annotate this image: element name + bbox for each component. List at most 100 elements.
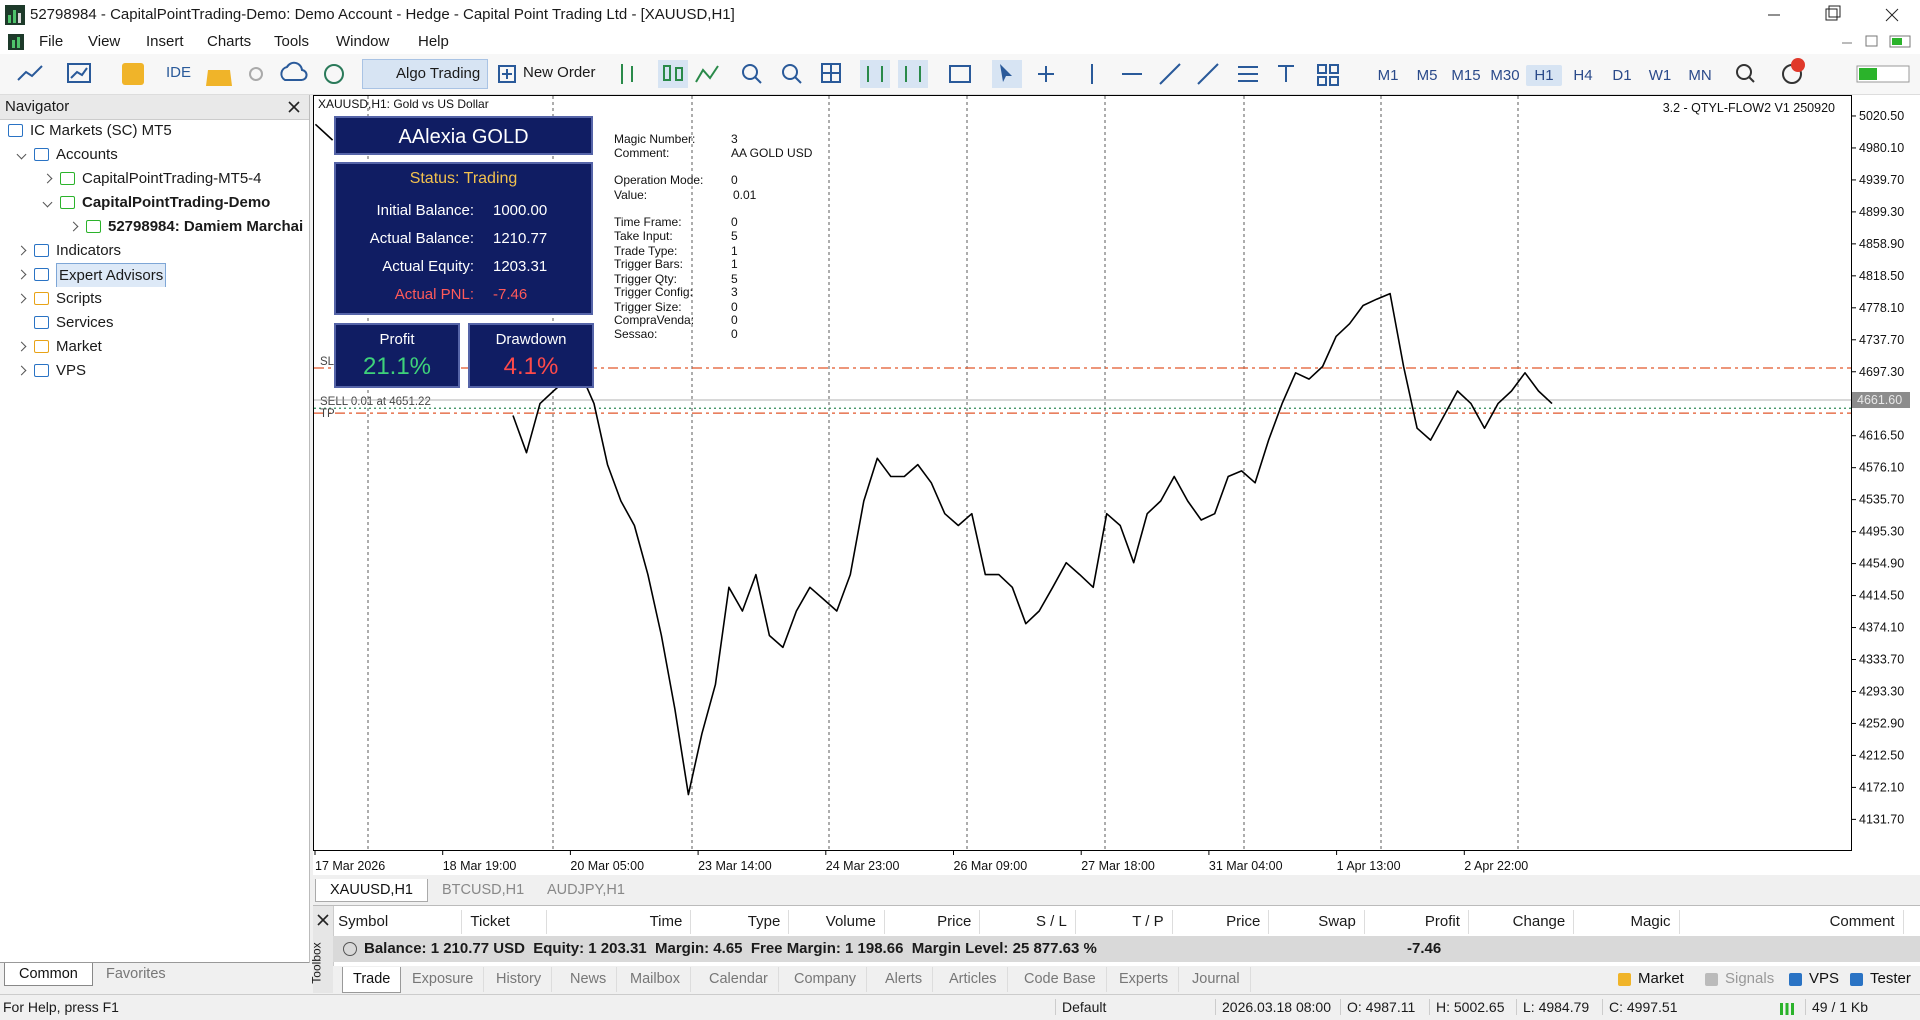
- chart-tab[interactable]: BTCUSD,H1: [442, 882, 525, 898]
- ea-row-label: Actual Balance:: [369, 230, 474, 247]
- ea-info-value: 0.01: [733, 188, 757, 202]
- status-close: C: 4997.51: [1602, 999, 1678, 1015]
- menu-window-controls[interactable]: [1836, 33, 1916, 51]
- column-header[interactable]: T / P: [1076, 910, 1173, 934]
- column-header[interactable]: Ticket: [462, 910, 547, 934]
- toolbox-tab-icon: [1850, 973, 1863, 986]
- tree-item[interactable]: Services: [0, 311, 309, 335]
- menu-item[interactable]: Insert: [146, 33, 184, 50]
- tree-icon: [34, 340, 49, 353]
- new-order-button[interactable]: New Order: [523, 64, 596, 81]
- toolbox-tab[interactable]: Journal: [1182, 967, 1251, 992]
- y-tick-label: 4495.30: [1859, 525, 1904, 539]
- y-tick-label: 5020.50: [1859, 109, 1904, 123]
- toolbox-side-tab[interactable]: Market: [1638, 970, 1684, 987]
- tree-icon: [60, 196, 75, 209]
- tree-item[interactable]: Scripts: [0, 287, 309, 311]
- chart-tab[interactable]: AUDJPY,H1: [547, 882, 625, 898]
- ea-info-value: 0: [731, 173, 738, 187]
- timeframe-button[interactable]: M1: [1377, 67, 1399, 84]
- menu-item[interactable]: File: [39, 33, 64, 50]
- ide-button[interactable]: IDE: [166, 64, 192, 81]
- toolbox-tab[interactable]: Code Base: [1014, 967, 1107, 992]
- tree-item[interactable]: 52798984: Damiem Marchai: [0, 215, 309, 239]
- tree-label: VPS: [56, 362, 87, 379]
- x-tick-label: 26 Mar 09:00: [954, 859, 1028, 873]
- tree-item[interactable]: Accounts: [0, 143, 309, 167]
- tree-item[interactable]: IC Markets (SC) MT5: [0, 119, 309, 143]
- ea-row-value: 1203.31: [493, 258, 548, 275]
- column-header[interactable]: Volume: [789, 910, 885, 934]
- toolbox-tab[interactable]: Trade: [342, 967, 402, 993]
- toolbox-tab[interactable]: News: [560, 967, 618, 992]
- timeframe-button[interactable]: H1: [1526, 65, 1562, 86]
- timeframe-button[interactable]: M15: [1451, 67, 1481, 84]
- column-header[interactable]: Price: [885, 910, 981, 934]
- column-header[interactable]: Magic: [1574, 910, 1680, 934]
- tree-item[interactable]: CapitalPointTrading-Demo: [0, 191, 309, 215]
- toolbox-tab[interactable]: Mailbox: [620, 967, 691, 992]
- current-price-label: 4661.60: [1857, 393, 1902, 407]
- ea-info-key: Sessao:: [614, 327, 658, 341]
- timeframe-button[interactable]: M30: [1490, 67, 1520, 84]
- y-tick-label: 4252.90: [1859, 716, 1904, 730]
- window-controls[interactable]: [1740, 0, 1920, 29]
- toolbox-tab[interactable]: Exposure: [402, 967, 485, 992]
- tree-expander: [16, 293, 27, 304]
- column-header[interactable]: S / L: [980, 910, 1076, 934]
- tree-icon: [34, 268, 49, 281]
- column-header[interactable]: Profit: [1365, 910, 1469, 934]
- column-header[interactable]: Change: [1469, 910, 1575, 934]
- toolbox-side-tab[interactable]: VPS: [1809, 970, 1840, 987]
- toolbox-tab[interactable]: Calendar: [699, 967, 779, 992]
- y-tick-label: 4212.50: [1859, 748, 1904, 762]
- toolbox-tab[interactable]: Experts: [1109, 967, 1180, 992]
- tree-item[interactable]: VPS: [0, 359, 309, 383]
- chart-tab[interactable]: XAUUSD,H1: [315, 879, 428, 902]
- close-navigator[interactable]: [288, 101, 300, 113]
- tree-expander: [16, 269, 27, 280]
- column-header[interactable]: Price: [1173, 910, 1270, 934]
- navigator-tab[interactable]: Common: [4, 963, 93, 986]
- status-bar: For Help, press F1 Default 2026.03.18 08:0…: [0, 994, 1920, 1020]
- toolbox-tab[interactable]: History: [486, 967, 553, 992]
- column-header[interactable]: Type: [691, 910, 790, 934]
- menu-item[interactable]: View: [88, 33, 121, 50]
- timeframe-button[interactable]: H4: [1573, 67, 1593, 84]
- chart-tabs: XAUUSD,H1 BTCUSD,H1 AUDJPY,H1: [313, 876, 1920, 903]
- tree-item[interactable]: Market: [0, 335, 309, 359]
- column-header[interactable]: Swap: [1269, 910, 1365, 934]
- tree-item[interactable]: CapitalPointTrading-MT5-4: [0, 167, 309, 191]
- x-tick-label: 1 Apr 13:00: [1337, 859, 1401, 873]
- column-header[interactable]: Time: [547, 910, 692, 934]
- menu-item[interactable]: Help: [418, 33, 449, 50]
- navigator-tab[interactable]: Favorites: [106, 966, 166, 982]
- toolbox-side-tab[interactable]: Tester: [1870, 970, 1911, 987]
- timeframe-button[interactable]: M5: [1416, 67, 1438, 84]
- ea-row-value: 1210.77: [493, 230, 548, 247]
- ea-info-value: 1: [731, 244, 738, 258]
- ea-row-value: 1000.00: [493, 202, 548, 219]
- timeframe-button[interactable]: MN: [1688, 67, 1712, 84]
- timeframe-button[interactable]: W1: [1648, 67, 1672, 84]
- y-tick-label: 4697.30: [1859, 365, 1904, 379]
- column-header[interactable]: Symbol: [330, 910, 463, 934]
- timeframe-button[interactable]: D1: [1612, 67, 1632, 84]
- toolbox-tab[interactable]: Alerts: [875, 967, 934, 992]
- ea-drawdown-box: Drawdown 4.1%: [468, 323, 594, 388]
- toolbox-side-tab[interactable]: Signals: [1725, 970, 1775, 987]
- menu-icon: [8, 34, 24, 50]
- close-toolbox[interactable]: [317, 914, 329, 926]
- menu-item[interactable]: Tools: [274, 33, 310, 50]
- summary-collapse[interactable]: [343, 942, 357, 956]
- ea-profit-value: 21.1%: [362, 353, 432, 380]
- menu-item[interactable]: Window: [336, 33, 390, 50]
- toolbox-tab[interactable]: Articles: [939, 967, 1008, 992]
- tree-icon: [60, 172, 75, 185]
- menu-item[interactable]: Charts: [207, 33, 252, 50]
- tree-item[interactable]: Indicators: [0, 239, 309, 263]
- algo-trading-button[interactable]: Algo Trading: [362, 59, 488, 89]
- tree-item[interactable]: Expert Advisors: [0, 263, 309, 287]
- column-header[interactable]: Comment: [1680, 910, 1904, 934]
- toolbox-tab[interactable]: Company: [784, 967, 868, 992]
